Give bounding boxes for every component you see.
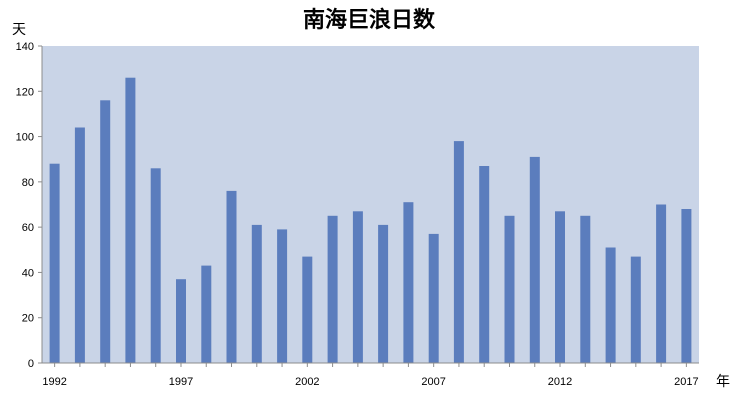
x-tick-label-2007: 2007 xyxy=(421,376,445,388)
bar-1994 xyxy=(100,100,111,364)
bar-2016 xyxy=(656,204,667,363)
y-tick-label-20: 20 xyxy=(22,313,34,325)
bar-2014 xyxy=(605,247,616,363)
bar-1995 xyxy=(125,77,136,363)
y-ticks-group: 0 20 40 60 80 100 120 140 xyxy=(16,41,42,370)
bar-1998 xyxy=(201,265,212,363)
bar-2007 xyxy=(428,233,439,363)
bar-2009 xyxy=(479,166,490,363)
bars-group xyxy=(49,77,692,364)
plot-area xyxy=(42,46,699,363)
x-tick-label-1997: 1997 xyxy=(169,376,193,388)
y-tick-label-40: 40 xyxy=(22,267,34,279)
bar-2008 xyxy=(453,141,464,363)
bar-2010 xyxy=(504,215,515,363)
bar-2004 xyxy=(352,211,363,363)
bar-2000 xyxy=(251,224,262,363)
y-axis-label: 天 xyxy=(12,22,26,38)
y-tick-label-120: 120 xyxy=(16,86,34,98)
bar-2002 xyxy=(302,256,313,363)
x-tick-label-2012: 2012 xyxy=(548,376,572,388)
bar-1997 xyxy=(176,279,186,363)
bar-1993 xyxy=(74,127,85,363)
bar-1996 xyxy=(150,168,161,363)
y-tick-label-60: 60 xyxy=(22,222,34,234)
bar-2001 xyxy=(277,229,288,363)
y-tick-label-100: 100 xyxy=(16,132,34,144)
bar-1999 xyxy=(226,190,237,363)
bar-2012 xyxy=(555,211,565,363)
bar-2011 xyxy=(529,156,540,363)
y-tick-label-140: 140 xyxy=(16,41,34,53)
y-tick-label-80: 80 xyxy=(22,177,34,189)
y-tick-label-0: 0 xyxy=(28,358,34,370)
x-tick-label-2002: 2002 xyxy=(295,376,319,388)
x-ticks-group: 1992 1997 2002 2007 2012 2017 xyxy=(42,363,699,388)
bar-2017 xyxy=(681,209,692,363)
bar-2005 xyxy=(378,224,389,363)
bar-2013 xyxy=(580,215,591,363)
bar-2015 xyxy=(630,256,641,363)
x-axis-label: 年 xyxy=(716,374,730,390)
bar-2003 xyxy=(327,215,338,363)
x-tick-label-2017: 2017 xyxy=(674,376,698,388)
x-tick-label-1992: 1992 xyxy=(42,376,66,388)
chart-title: 南海巨浪日数 xyxy=(303,7,436,33)
bar-2006 xyxy=(403,202,414,363)
bar-1992 xyxy=(49,163,60,363)
